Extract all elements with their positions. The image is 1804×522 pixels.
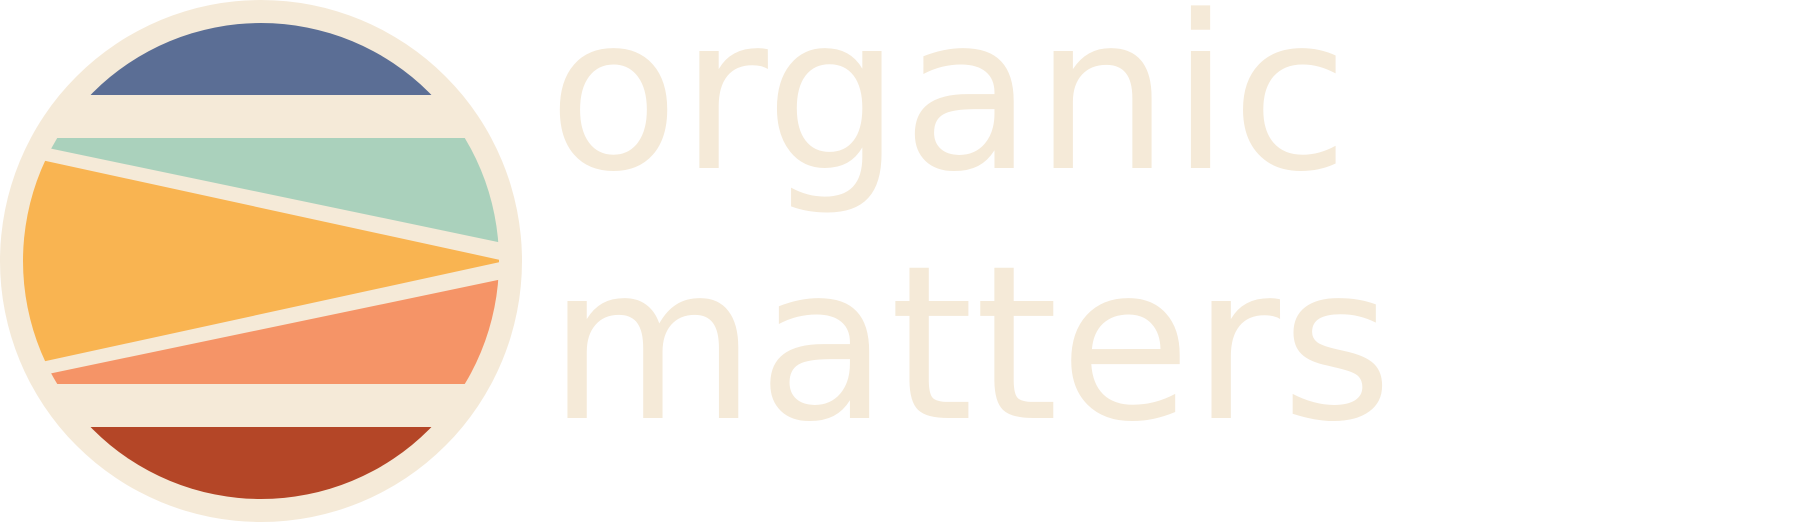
emblem-band-orange xyxy=(23,275,499,384)
emblem-band-green xyxy=(23,138,499,247)
wordmark: organic matters xyxy=(548,0,1804,522)
emblem-band-yellow xyxy=(23,151,499,371)
wordmark-line-organic: organic xyxy=(548,0,1350,219)
wordmark-line-matters: matters xyxy=(548,220,1394,469)
emblem-icon xyxy=(0,0,522,522)
